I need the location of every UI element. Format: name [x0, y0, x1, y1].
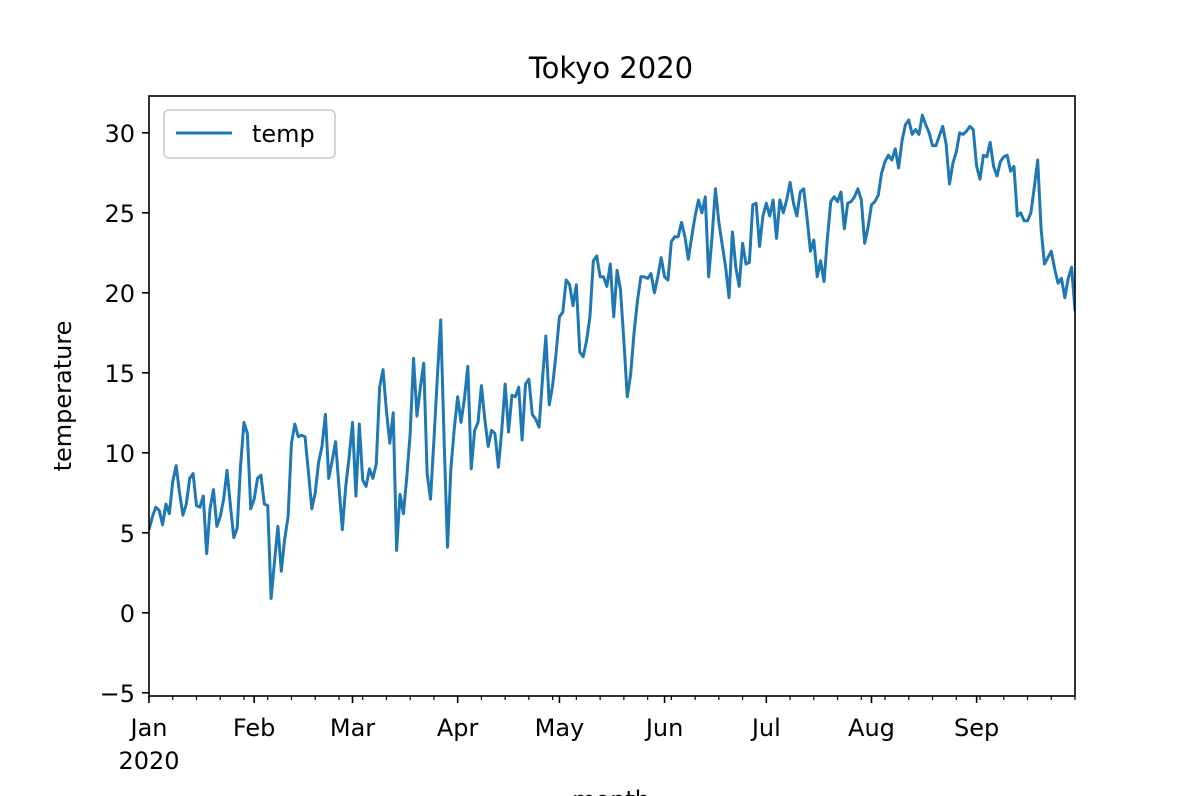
x-tick-sublabel: 2020 — [118, 747, 179, 775]
y-tick-label: −5 — [100, 680, 135, 708]
y-tick-label: 5 — [120, 520, 135, 548]
y-tick-label: 20 — [104, 280, 135, 308]
legend: temp — [163, 109, 336, 159]
y-tick-label: 15 — [104, 360, 135, 388]
x-axis: Jan 2020 Feb Mar Apr May Jun Jul Aug Sep — [118, 696, 1076, 775]
plot-frame — [148, 95, 1076, 697]
x-tick-label: Feb — [233, 714, 276, 742]
y-axis: −5 0 5 10 15 20 25 30 — [100, 120, 149, 708]
y-tick-label: 0 — [120, 600, 135, 628]
x-tick-label: Jan — [129, 714, 168, 742]
x-axis-label: month — [572, 786, 650, 796]
x-tick-label: May — [535, 714, 585, 742]
x-tick-label: Jun — [644, 714, 684, 742]
y-tick-label: 30 — [104, 120, 135, 148]
x-tick-label: Mar — [330, 714, 375, 742]
x-tick-label: Jul — [750, 714, 781, 742]
chart-title: Tokyo 2020 — [528, 51, 693, 85]
x-tick-label: Sep — [954, 714, 999, 742]
y-axis-label: temperature — [49, 321, 77, 472]
x-tick-label: Apr — [437, 714, 479, 742]
y-tick-label: 10 — [104, 440, 135, 468]
y-tick-label: 25 — [104, 200, 135, 228]
legend-label-temp: temp — [252, 120, 315, 148]
legend-box — [163, 109, 336, 159]
series-line-temp — [149, 113, 1075, 600]
plot-area — [148, 95, 1076, 697]
x-tick-label: Aug — [848, 714, 895, 742]
